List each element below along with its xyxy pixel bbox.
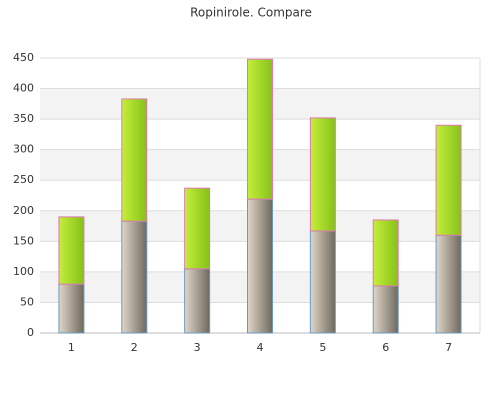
bar-segment: [184, 187, 211, 270]
x-tick-label: 4: [257, 341, 264, 354]
y-tick-label: 150: [13, 234, 34, 247]
y-tick-label: 400: [13, 82, 34, 95]
y-tick-label: 0: [27, 326, 34, 339]
bar-segment: [121, 98, 148, 222]
x-tick-label: 1: [68, 341, 75, 354]
y-tick-label: 200: [13, 204, 34, 217]
bar-segment: [58, 283, 85, 334]
x-tick-label: 7: [445, 341, 452, 354]
x-tick-label: 3: [194, 341, 201, 354]
bar-segment: [372, 285, 399, 334]
bar-segment: [435, 234, 462, 334]
bar-segment: [247, 198, 273, 334]
x-tick-label: 5: [319, 341, 326, 354]
bar-segment: [309, 117, 336, 232]
y-tick-label: 350: [13, 112, 34, 125]
y-tick-label: 300: [13, 143, 34, 156]
x-tick-label: 2: [131, 341, 138, 354]
bar-segment: [372, 219, 399, 287]
y-tick-label: 250: [13, 173, 34, 186]
x-tick-label: 6: [382, 341, 389, 354]
bar-segment: [435, 124, 462, 236]
bar-segment: [121, 220, 148, 334]
y-tick-label: 100: [13, 265, 34, 278]
y-tick-label: 50: [20, 295, 34, 308]
chart-title: Ropinirole. Compare: [190, 6, 312, 20]
y-tick-label: 450: [13, 51, 34, 64]
bar-segment: [309, 230, 336, 334]
bar-segment: [247, 58, 273, 200]
bar-segment: [184, 268, 211, 334]
bar-segment: [58, 216, 85, 285]
